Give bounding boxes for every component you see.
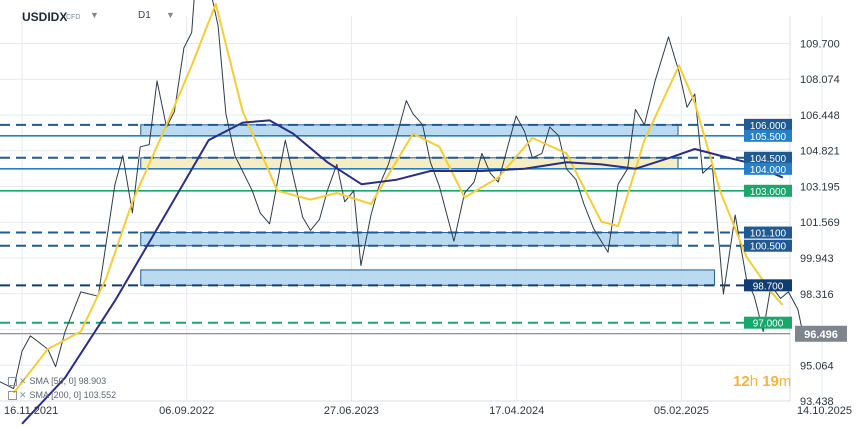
level-tag-label: 105.500 — [750, 132, 787, 143]
level-tag — [744, 226, 792, 239]
y-tick-label: 98.316 — [800, 289, 834, 301]
x-tick-label: 16.11.2021 — [4, 405, 58, 417]
indicator-params: [50, 0] — [51, 376, 77, 386]
level-tag-label: 101.100 — [750, 229, 787, 240]
y-tick-label: 93.438 — [800, 396, 834, 408]
indicator-params: [200, 0] — [51, 390, 82, 400]
current-price-label: 96.496 — [804, 329, 838, 341]
close-icon[interactable]: ✕ — [19, 390, 27, 400]
y-tick-label: 106.448 — [800, 110, 840, 122]
current-price-tag — [795, 325, 847, 342]
x-tick-label: 14.10.2025 — [797, 405, 852, 417]
level-tag-label: 106.000 — [750, 121, 787, 132]
price-line — [0, 0, 804, 390]
level-tag-label: 104.500 — [750, 154, 787, 165]
level-tag-label: 98.700 — [753, 281, 784, 292]
level-tag — [744, 316, 792, 329]
indicator-value: 98.903 — [78, 376, 107, 386]
y-tick-label: 108.074 — [800, 74, 840, 86]
indicator-name: SMA — [29, 390, 49, 400]
level-tag — [744, 129, 792, 142]
eye-toggle-icon[interactable] — [8, 391, 17, 401]
level-tag — [744, 151, 792, 164]
level-tag-label: 103.000 — [750, 187, 787, 198]
level-tag-label: 100.500 — [750, 242, 787, 253]
y-tick-label: 101.569 — [800, 217, 840, 229]
level-tag — [744, 239, 792, 252]
x-tick-label: 06.09.2022 — [159, 405, 214, 417]
instrument-type-badge: CFD — [66, 14, 81, 21]
sma-line — [21, 119, 784, 425]
y-tick-label: 109.700 — [800, 38, 840, 50]
x-tick-label: 27.06.2023 — [324, 405, 379, 417]
level-tag-label: 104.000 — [750, 165, 787, 176]
x-tick-label: 17.04.2024 — [489, 405, 544, 417]
symbol-dropdown-icon[interactable]: ▼ — [90, 10, 99, 20]
timeframe-dropdown-icon[interactable]: ▼ — [166, 10, 175, 20]
indicator-name: SMA — [29, 376, 49, 386]
level-tag — [744, 279, 792, 292]
x-tick-label: 05.02.2025 — [654, 405, 709, 417]
sma-line — [12, 2, 784, 394]
indicator-value: 103.552 — [83, 390, 117, 400]
y-tick-label: 104.821 — [800, 146, 840, 158]
level-tag — [744, 162, 792, 175]
y-tick-label: 95.064 — [800, 360, 834, 372]
timeframe-selector[interactable]: D1 — [138, 10, 151, 21]
y-tick-label: 99.943 — [800, 253, 834, 265]
close-icon[interactable]: ✕ — [19, 376, 27, 386]
candle-countdown: 12h 19m — [733, 373, 792, 390]
zone-box — [140, 269, 715, 286]
level-tag — [744, 118, 792, 131]
y-tick-label: 103.195 — [800, 181, 840, 193]
indicator-legend-sma-50[interactable]: ✕ SMA [50, 0] 98.903 — [8, 376, 106, 387]
level-tag-label: 97.000 — [753, 319, 784, 330]
eye-toggle-icon[interactable] — [8, 377, 17, 387]
indicator-legend-sma-200[interactable]: ✕ SMA [200, 0] 103.552 — [8, 390, 116, 401]
symbol-title[interactable]: USDIDX — [22, 10, 68, 24]
level-tag — [744, 184, 792, 197]
